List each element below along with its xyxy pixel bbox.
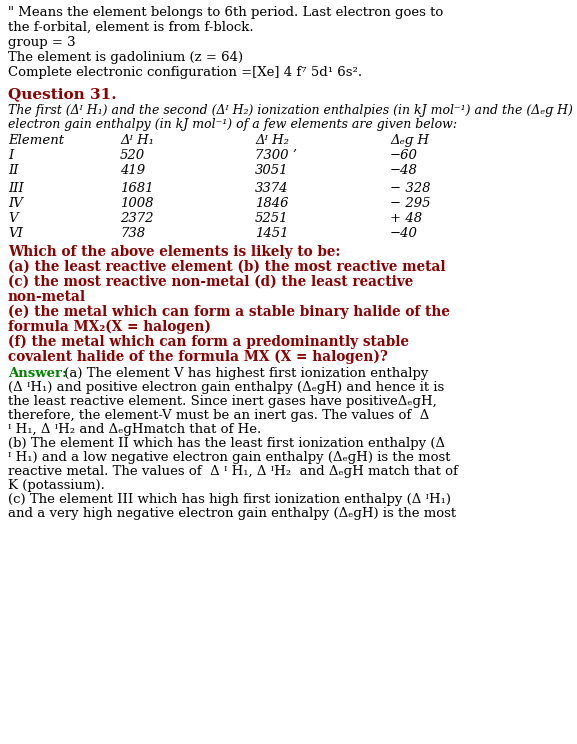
Text: II: II (8, 164, 18, 177)
Text: I: I (8, 149, 13, 162)
Text: (c) The element III which has high first ionization enthalpy (Δ ᴵH₁): (c) The element III which has high first… (8, 493, 451, 506)
Text: Δᴵ H₁: Δᴵ H₁ (120, 134, 154, 147)
Text: therefore, the element-V must be an inert gas. The values of  Δ: therefore, the element-V must be an iner… (8, 409, 429, 422)
Text: 1451: 1451 (255, 227, 288, 240)
Text: the f-orbital, element is from f-block.: the f-orbital, element is from f-block. (8, 21, 254, 34)
Text: The element is gadolinium (z = 64): The element is gadolinium (z = 64) (8, 51, 243, 64)
Text: −60: −60 (390, 149, 418, 162)
Text: 1008: 1008 (120, 197, 153, 210)
Text: (Δ ᴵH₁) and positive electron gain enthalpy (ΔₑɡH) and hence it is: (Δ ᴵH₁) and positive electron gain entha… (8, 381, 444, 394)
Text: ᴵ H₁) and a low negative electron gain enthalpy (ΔₑɡH) is the most: ᴵ H₁) and a low negative electron gain e… (8, 451, 451, 464)
Text: K (potassium).: K (potassium). (8, 479, 105, 492)
Text: 1681: 1681 (120, 182, 153, 195)
Text: − 295: − 295 (390, 197, 430, 210)
Text: ᴵ H₁, Δ ᴵH₂ and ΔₑɡHmatch that of He.: ᴵ H₁, Δ ᴵH₂ and ΔₑɡHmatch that of He. (8, 423, 261, 436)
Text: Δₑɡ H: Δₑɡ H (390, 134, 429, 147)
Text: −48: −48 (390, 164, 418, 177)
Text: The first (Δᴵ H₁) and the second (Δᴵ H₂) ionization enthalpies (in kJ mol⁻¹) and: The first (Δᴵ H₁) and the second (Δᴵ H₂)… (8, 104, 573, 117)
Text: IV: IV (8, 197, 23, 210)
Text: 7300 ’: 7300 ’ (255, 149, 297, 162)
Text: Answer:: Answer: (8, 367, 67, 380)
Text: Δᴵ H₂: Δᴵ H₂ (255, 134, 289, 147)
Text: 2372: 2372 (120, 212, 153, 225)
Text: reactive metal. The values of  Δ ᴵ H₁, Δ ᴵH₂  and ΔₑɡH match that of: reactive metal. The values of Δ ᴵ H₁, Δ … (8, 465, 458, 478)
Text: Which of the above elements is likely to be:: Which of the above elements is likely to… (8, 245, 340, 259)
Text: 520: 520 (120, 149, 145, 162)
Text: (f) the metal which can form a predominantly stable: (f) the metal which can form a predomina… (8, 335, 409, 350)
Text: III: III (8, 182, 24, 195)
Text: (c) the most reactive non-metal (d) the least reactive: (c) the most reactive non-metal (d) the … (8, 275, 413, 289)
Text: V: V (8, 212, 18, 225)
Text: 419: 419 (120, 164, 145, 177)
Text: electron gain enthalpy (in kJ mol⁻¹) of a few elements are given below:: electron gain enthalpy (in kJ mol⁻¹) of … (8, 118, 457, 131)
Text: (e) the metal which can form a stable binary halide of the: (e) the metal which can form a stable bi… (8, 305, 450, 319)
Text: formula MX₂(X = halogen): formula MX₂(X = halogen) (8, 320, 211, 334)
Text: 3374: 3374 (255, 182, 288, 195)
Text: Question 31.: Question 31. (8, 87, 117, 101)
Text: (b) The element II which has the least first ionization enthalpy (Δ: (b) The element II which has the least f… (8, 437, 445, 450)
Text: 3051: 3051 (255, 164, 288, 177)
Text: 1846: 1846 (255, 197, 288, 210)
Text: covalent halide of the formula MX (X = halogen)?: covalent halide of the formula MX (X = h… (8, 350, 388, 365)
Text: the least reactive element. Since inert gases have positiveΔₑɡH,: the least reactive element. Since inert … (8, 395, 437, 408)
Text: −40: −40 (390, 227, 418, 240)
Text: + 48: + 48 (390, 212, 422, 225)
Text: group = 3: group = 3 (8, 36, 76, 49)
Text: Element: Element (8, 134, 64, 147)
Text: (a) The element V has highest first ionization enthalpy: (a) The element V has highest first ioni… (60, 367, 428, 380)
Text: 738: 738 (120, 227, 145, 240)
Text: (a) the least reactive element (b) the most reactive metal: (a) the least reactive element (b) the m… (8, 260, 445, 274)
Text: and a very high negative electron gain enthalpy (ΔₑɡH) is the most: and a very high negative electron gain e… (8, 507, 456, 520)
Text: 5251: 5251 (255, 212, 288, 225)
Text: " Means the element belongs to 6th period. Last electron goes to: " Means the element belongs to 6th perio… (8, 6, 443, 19)
Text: VI: VI (8, 227, 23, 240)
Text: non-metal: non-metal (8, 290, 86, 304)
Text: Complete electronic configuration =[Xe] 4 f⁷ 5d¹ 6s².: Complete electronic configuration =[Xe] … (8, 66, 362, 79)
Text: − 328: − 328 (390, 182, 430, 195)
